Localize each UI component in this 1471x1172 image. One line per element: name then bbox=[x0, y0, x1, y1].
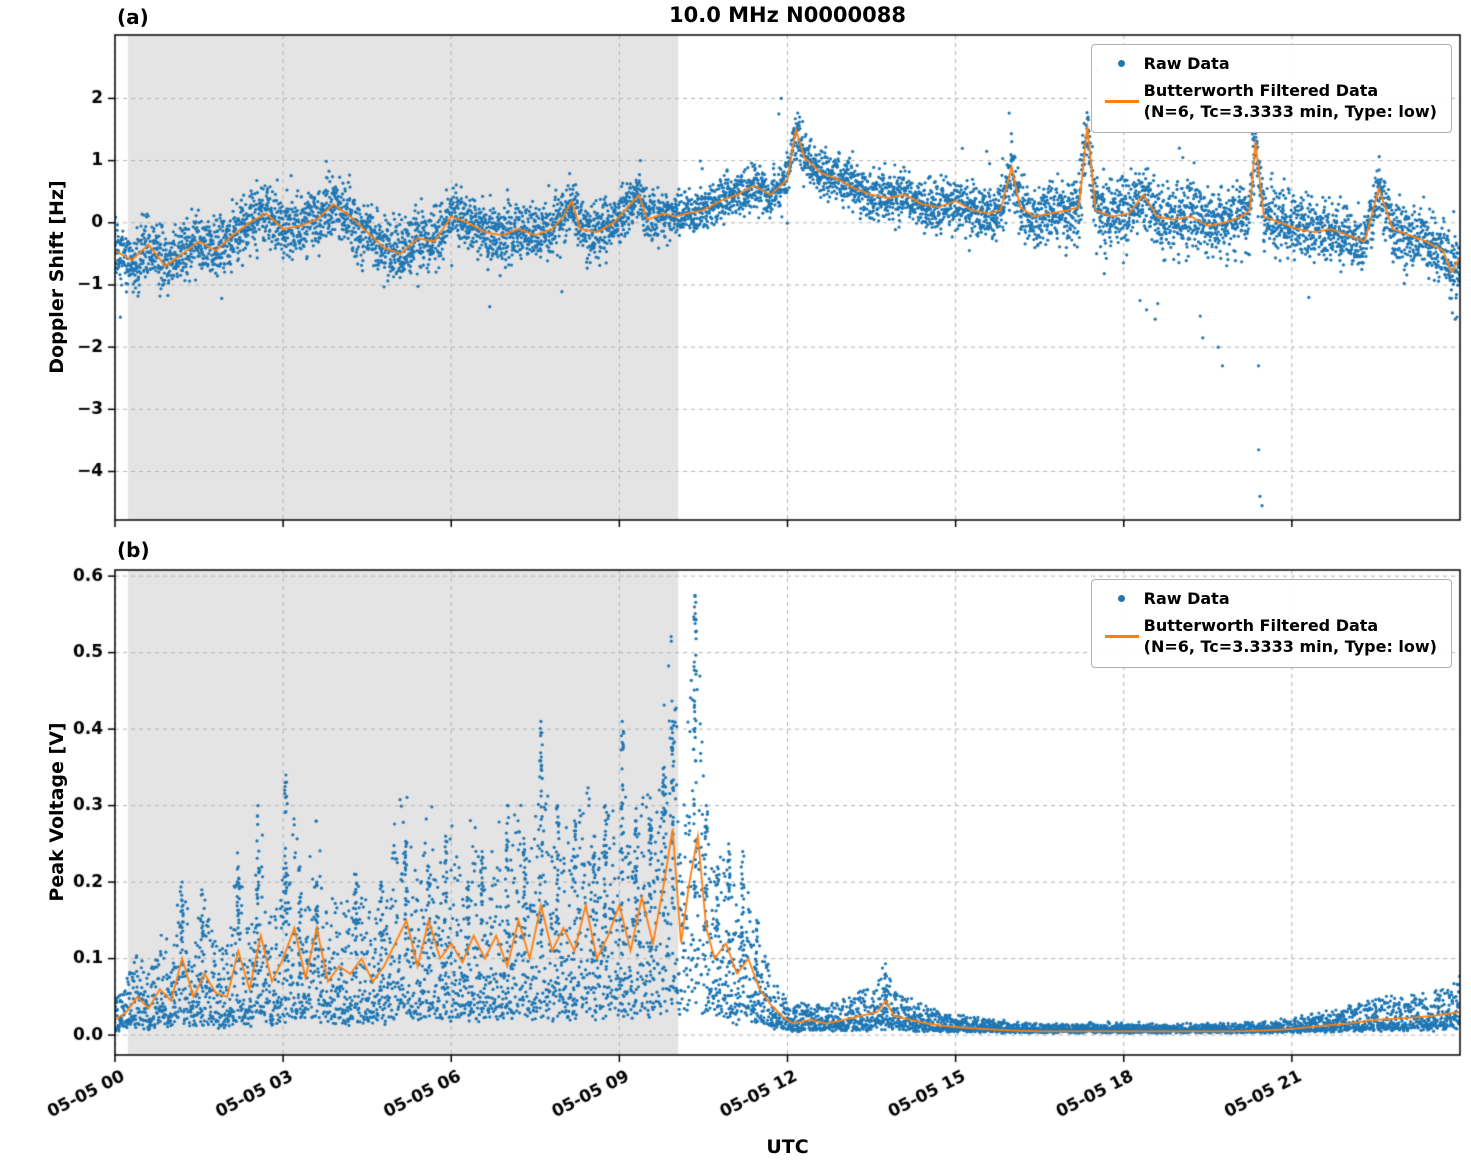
legend-filtered-label: Butterworth Filtered Data bbox=[1143, 80, 1379, 100]
y-axis-label-voltage: Peak Voltage [V] bbox=[46, 722, 68, 902]
x-axis-label: UTC bbox=[766, 1136, 809, 1158]
legend-a-raw-row: Raw Data bbox=[1100, 53, 1437, 75]
legend-b: Raw Data Butterworth Filtered Data (N=6,… bbox=[1090, 579, 1452, 668]
subplot-a-label: (a) bbox=[117, 5, 149, 29]
legend-a: Raw Data Butterworth Filtered Data (N=6,… bbox=[1090, 44, 1452, 133]
legend-filtered-label: Butterworth Filtered Data bbox=[1143, 615, 1379, 635]
filtered-line-marker-icon bbox=[1100, 634, 1144, 638]
legend-filtered-sublabel: (N=6, Tc=3.3333 min, Type: low) bbox=[1143, 637, 1437, 657]
filtered-line-marker-icon bbox=[1100, 99, 1144, 103]
legend-a-filtered-row: Butterworth Filtered Data (N=6, Tc=3.333… bbox=[1100, 80, 1437, 123]
raw-data-marker-icon bbox=[1100, 595, 1144, 603]
legend-raw-label: Raw Data bbox=[1143, 589, 1230, 608]
legend-b-raw-row: Raw Data bbox=[1100, 588, 1437, 610]
legend-filtered-sublabel: (N=6, Tc=3.3333 min, Type: low) bbox=[1143, 102, 1437, 122]
legend-raw-label: Raw Data bbox=[1143, 54, 1230, 73]
raw-data-marker-icon bbox=[1100, 60, 1144, 68]
legend-b-filtered-row: Butterworth Filtered Data (N=6, Tc=3.333… bbox=[1100, 615, 1437, 658]
subplot-b-label: (b) bbox=[117, 538, 150, 562]
chart-title: 10.0 MHz N0000088 bbox=[669, 3, 906, 27]
y-axis-label-doppler: Doppler Shift [Hz] bbox=[46, 180, 68, 374]
